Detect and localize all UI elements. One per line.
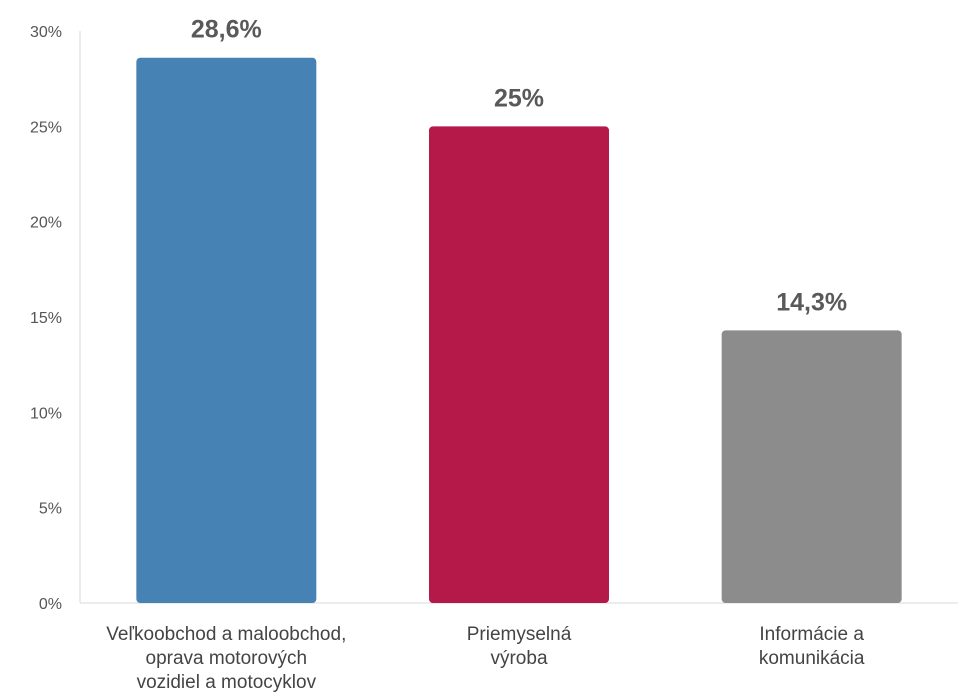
x-category-label: vozidiel a motocyklov <box>137 672 317 693</box>
bar <box>136 57 317 603</box>
y-tick-label: 10% <box>30 405 62 422</box>
data-label: 28,6% <box>191 16 262 44</box>
y-tick-label: 25% <box>30 119 62 136</box>
y-tick-label: 15% <box>30 310 62 327</box>
x-category-label: výroba <box>490 648 547 669</box>
x-category-label: Priemyselná <box>467 624 572 645</box>
data-label: 14,3% <box>776 288 847 316</box>
y-tick-label: 20% <box>30 215 62 232</box>
x-category-label: oprava motorových <box>146 648 308 669</box>
data-label: 25% <box>494 84 544 112</box>
bar <box>721 330 902 603</box>
y-tick-label: 30% <box>30 24 62 41</box>
y-tick-label: 0% <box>39 596 62 613</box>
x-category-label: Informácie a <box>759 624 864 645</box>
y-tick-label: 5% <box>39 501 62 518</box>
x-category-label: komunikácia <box>759 648 865 669</box>
x-category-label: Veľkoobchod a maloobchod, <box>106 624 346 645</box>
bar <box>429 126 609 603</box>
